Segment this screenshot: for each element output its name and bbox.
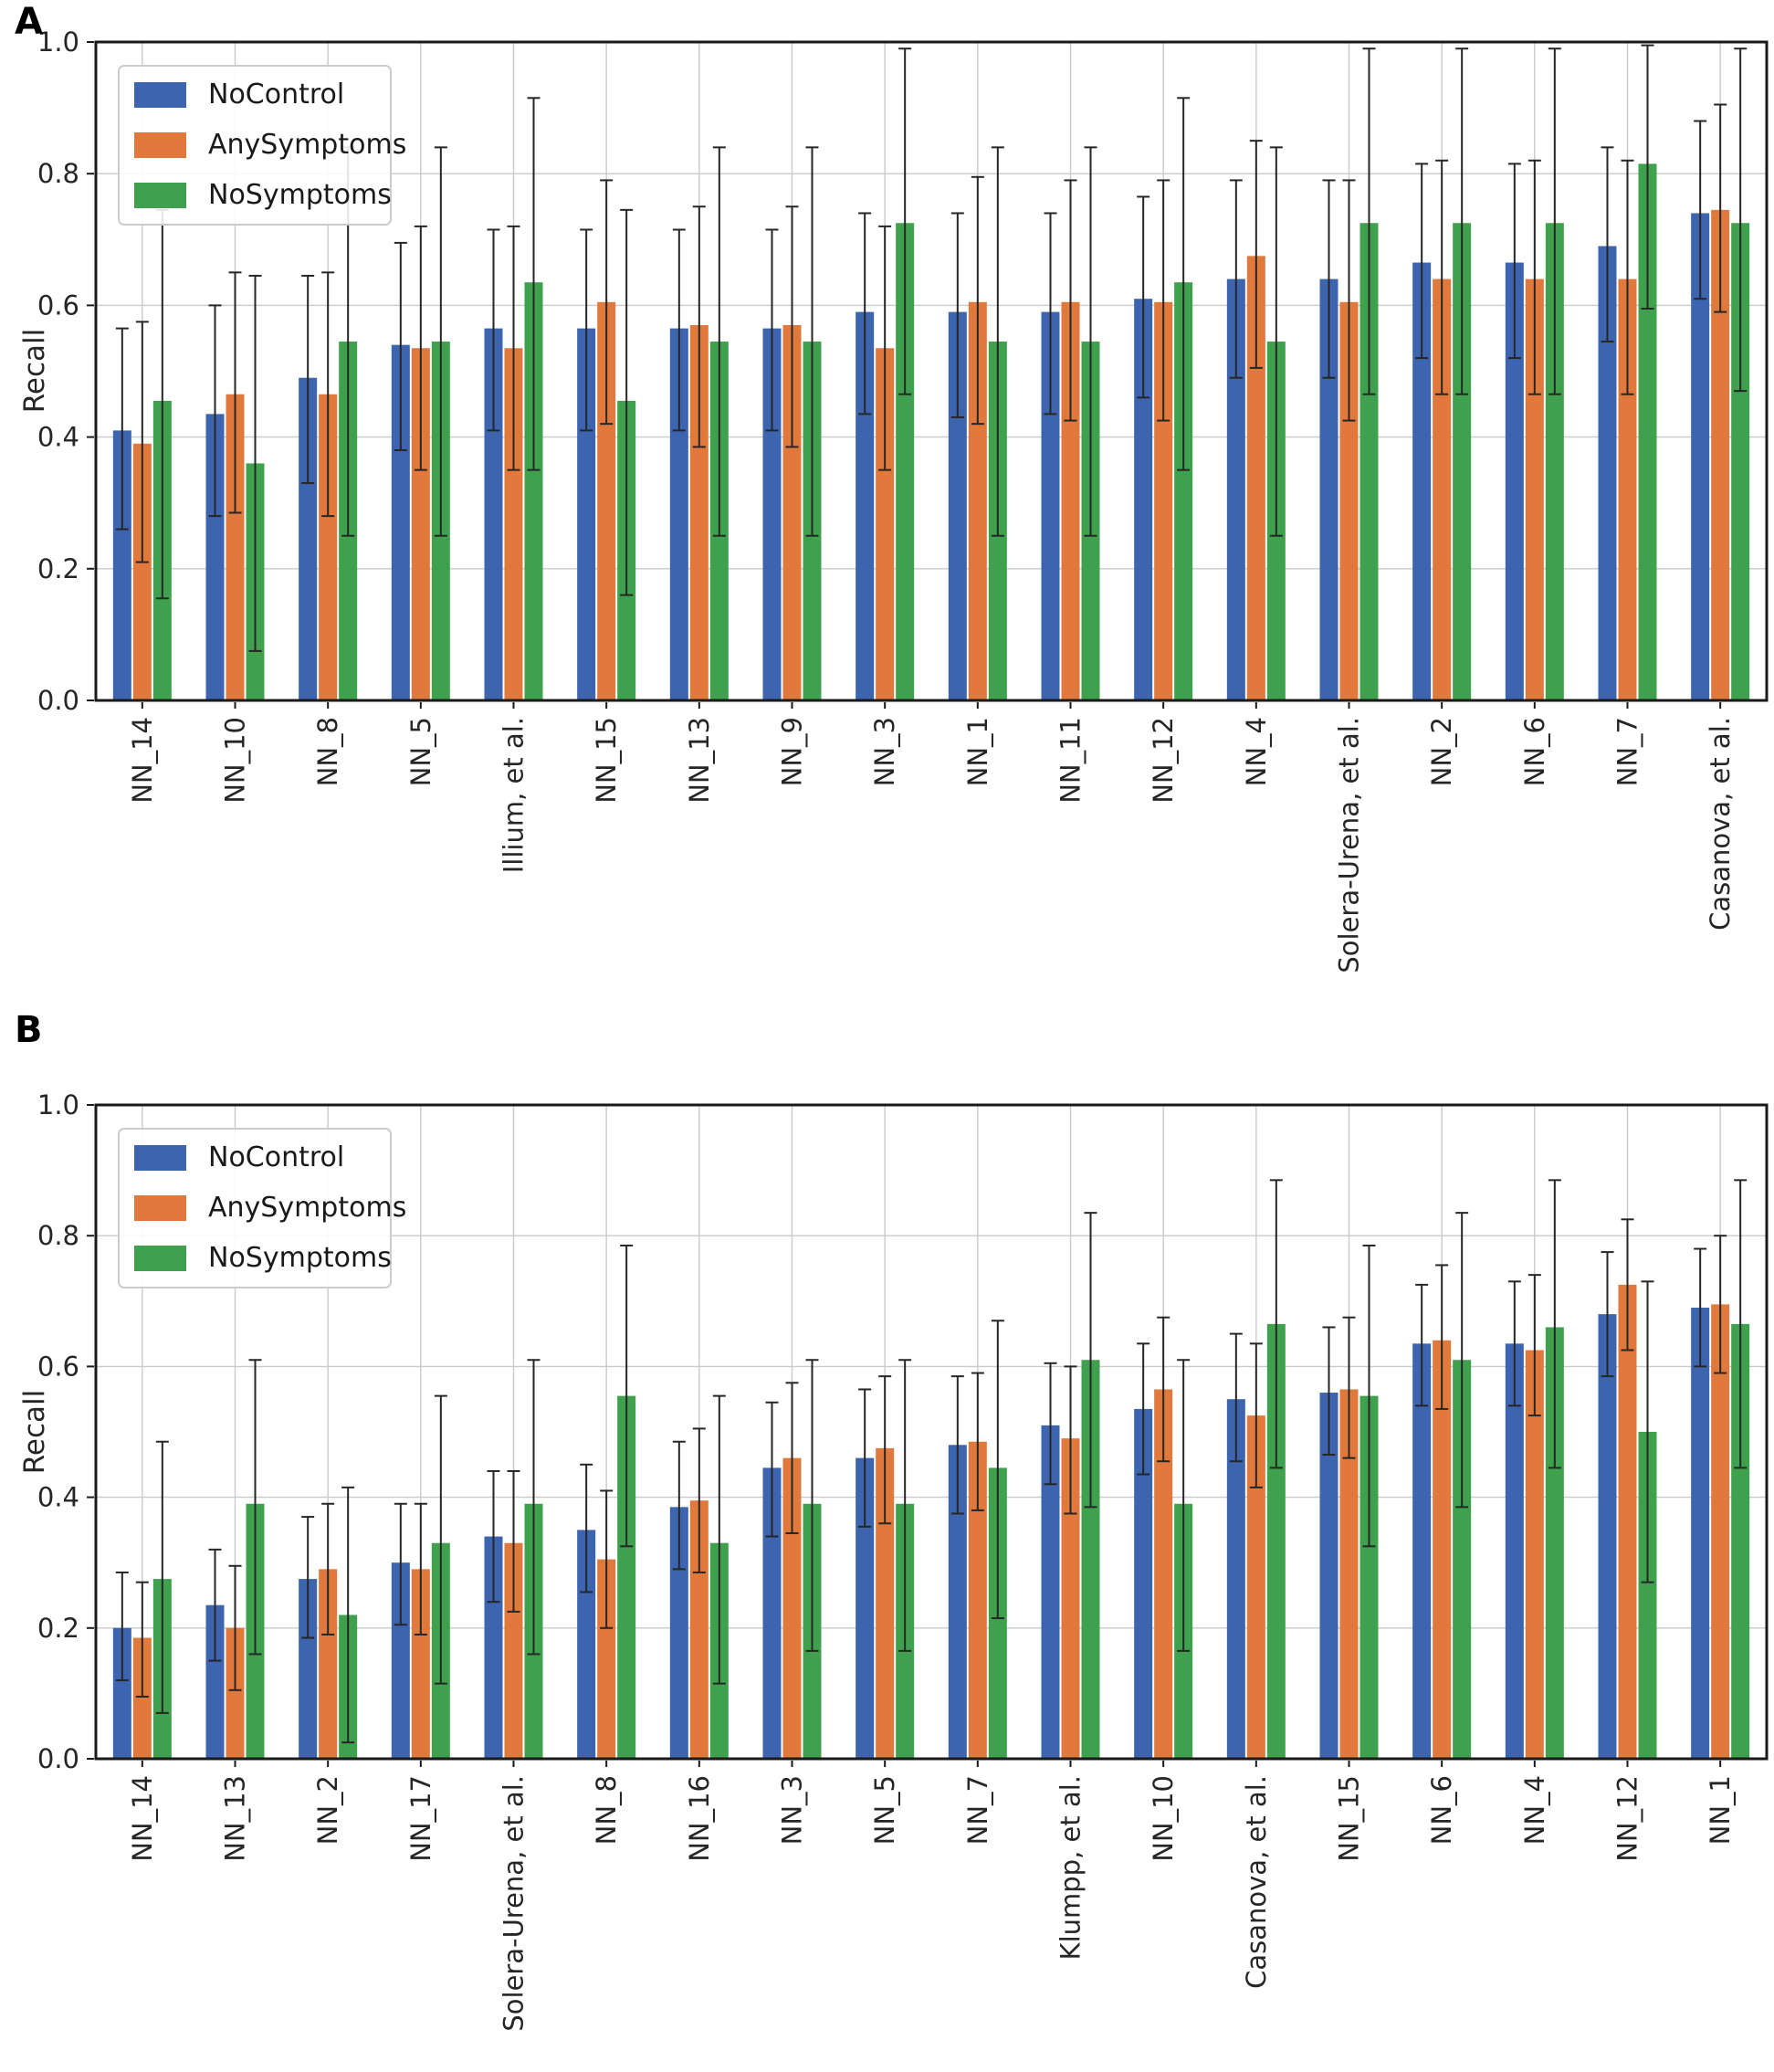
svg-text:0.6: 0.6 — [37, 289, 79, 321]
svg-text:NN_16: NN_16 — [684, 1775, 715, 1862]
legend-label: NoControl — [208, 79, 345, 110]
svg-text:Casanova, et al.: Casanova, et al. — [1705, 717, 1736, 931]
anysymptoms-swatch-icon — [134, 1195, 186, 1221]
svg-text:NN_3: NN_3 — [869, 717, 900, 786]
svg-text:NN_6: NN_6 — [1426, 1775, 1457, 1845]
svg-text:NN_10: NN_10 — [220, 717, 251, 804]
svg-text:NN_6: NN_6 — [1519, 717, 1550, 786]
anysymptoms-swatch-icon — [134, 132, 186, 158]
svg-text:NN_9: NN_9 — [777, 717, 808, 786]
svg-text:NN_3: NN_3 — [777, 1775, 808, 1845]
svg-text:NN_12: NN_12 — [1148, 717, 1179, 804]
svg-text:NN_11: NN_11 — [1055, 717, 1086, 804]
svg-text:0.8: 0.8 — [37, 158, 79, 189]
nosymptoms-swatch-icon — [134, 1246, 186, 1271]
legend-entry-nosymptoms: NoSymptoms — [134, 1245, 392, 1272]
svg-text:NN_7: NN_7 — [1612, 717, 1643, 786]
svg-text:Casanova, et al.: Casanova, et al. — [1241, 1775, 1272, 1989]
legend-entry-anysymptoms: AnySymptoms — [134, 1194, 406, 1222]
legend-entry-nosymptoms: NoSymptoms — [134, 182, 392, 209]
svg-text:NN_1: NN_1 — [962, 717, 993, 786]
nocontrol-swatch-icon — [134, 1145, 186, 1171]
svg-text:NN_14: NN_14 — [127, 717, 158, 804]
legend-entry-nocontrol: NoControl — [134, 81, 373, 109]
svg-text:NN_4: NN_4 — [1241, 717, 1272, 786]
svg-text:NN_7: NN_7 — [962, 1775, 993, 1845]
svg-text:NN_8: NN_8 — [312, 717, 343, 786]
panel-b-legend: NoControl AnySymptoms NoSymptoms — [118, 1128, 406, 1288]
legend-label: NoSymptoms — [208, 179, 392, 211]
svg-text:NN_5: NN_5 — [869, 1775, 900, 1845]
legend-entry-nocontrol: NoControl — [134, 1144, 373, 1172]
svg-text:0.2: 0.2 — [37, 1613, 79, 1644]
nosymptoms-swatch-icon — [134, 183, 186, 208]
svg-text:NN_10: NN_10 — [1148, 1775, 1179, 1862]
panel-b-y-axis-label: Recall — [18, 1389, 51, 1475]
svg-text:NN_2: NN_2 — [1426, 717, 1457, 786]
svg-text:NN_1: NN_1 — [1705, 1775, 1736, 1845]
svg-text:Solera-Urena, et al.: Solera-Urena, et al. — [1334, 717, 1365, 973]
svg-text:NN_17: NN_17 — [405, 1775, 436, 1862]
legend-label: NoSymptoms — [208, 1242, 392, 1274]
svg-text:Illium, et al.: Illium, et al. — [499, 717, 530, 873]
svg-text:NN_14: NN_14 — [127, 1775, 158, 1862]
svg-text:1.0: 1.0 — [37, 26, 79, 58]
svg-text:NN_5: NN_5 — [405, 717, 436, 786]
legend-label: AnySymptoms — [208, 129, 407, 161]
svg-text:0.8: 0.8 — [37, 1220, 79, 1251]
svg-text:NN_2: NN_2 — [312, 1775, 343, 1845]
svg-text:Klumpp, et al.: Klumpp, et al. — [1055, 1775, 1086, 1960]
panel-b-marker: B — [15, 1009, 43, 1051]
svg-text:0.0: 0.0 — [37, 1743, 79, 1774]
svg-text:NN_15: NN_15 — [591, 717, 622, 804]
svg-text:Solera-Urena, et al.: Solera-Urena, et al. — [499, 1775, 530, 2032]
svg-text:1.0: 1.0 — [37, 1089, 79, 1120]
svg-text:NN_13: NN_13 — [220, 1775, 251, 1862]
legend-label: NoControl — [208, 1141, 345, 1173]
panel-a-marker: A — [15, 1, 43, 43]
legend-entry-anysymptoms: AnySymptoms — [134, 131, 406, 159]
svg-text:NN_4: NN_4 — [1519, 1775, 1550, 1845]
legend-label: AnySymptoms — [208, 1192, 407, 1224]
svg-text:0.6: 0.6 — [37, 1351, 79, 1382]
svg-text:NN_15: NN_15 — [1334, 1775, 1365, 1862]
svg-text:0.4: 0.4 — [37, 1482, 79, 1513]
svg-text:0.4: 0.4 — [37, 422, 79, 453]
svg-text:NN_12: NN_12 — [1612, 1775, 1643, 1862]
svg-text:0.0: 0.0 — [37, 685, 79, 716]
panel-a-y-axis-label: Recall — [18, 328, 51, 414]
svg-text:NN_13: NN_13 — [684, 717, 715, 804]
nocontrol-swatch-icon — [134, 82, 186, 108]
panel-a-legend: NoControl AnySymptoms NoSymptoms — [118, 65, 406, 226]
svg-text:0.2: 0.2 — [37, 553, 79, 584]
svg-text:NN_8: NN_8 — [591, 1775, 622, 1845]
